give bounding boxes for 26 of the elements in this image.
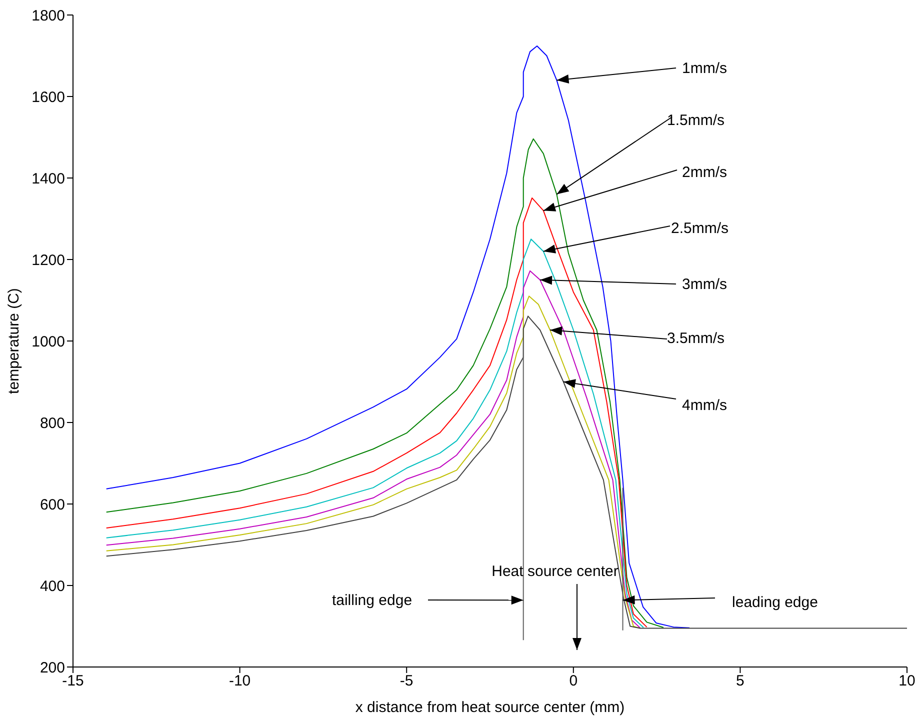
x-tick-label: -15 xyxy=(62,672,84,690)
y-tick-label: 1400 xyxy=(32,170,65,188)
x-tick-label: -5 xyxy=(400,672,414,690)
x-tick-label: -10 xyxy=(228,672,251,690)
annotation: 3.5mm/s xyxy=(667,330,725,347)
x-axis-title: x distance from heat source center (mm) xyxy=(355,699,625,716)
y-tick-label: 1000 xyxy=(32,333,65,350)
annotation: 2mm/s xyxy=(682,164,727,181)
annotation: 2.5mm/s xyxy=(671,220,729,237)
x-tick-label: 5 xyxy=(736,672,744,690)
y-tick-label: 600 xyxy=(40,496,65,514)
x-tick-label: 10 xyxy=(898,672,916,690)
y-tick-label: 1600 xyxy=(32,88,65,106)
x-tick-label: 0 xyxy=(569,672,578,690)
annotation: 1mm/s xyxy=(682,60,727,77)
y-tick-label: 1200 xyxy=(32,252,65,269)
y-tick-label: 800 xyxy=(40,414,65,432)
y-tick-label: 200 xyxy=(40,659,65,676)
annotation: 1.5mm/s xyxy=(667,112,725,129)
annotation: leading edge xyxy=(732,594,818,611)
annotation: 4mm/s xyxy=(682,397,727,414)
y-axis-title: temperature (C) xyxy=(5,288,22,394)
annotation: 3mm/s xyxy=(682,276,727,293)
annotation: tailling edge xyxy=(332,592,412,609)
y-tick-label: 1800 xyxy=(32,7,65,24)
y-tick-label: 400 xyxy=(40,578,65,595)
